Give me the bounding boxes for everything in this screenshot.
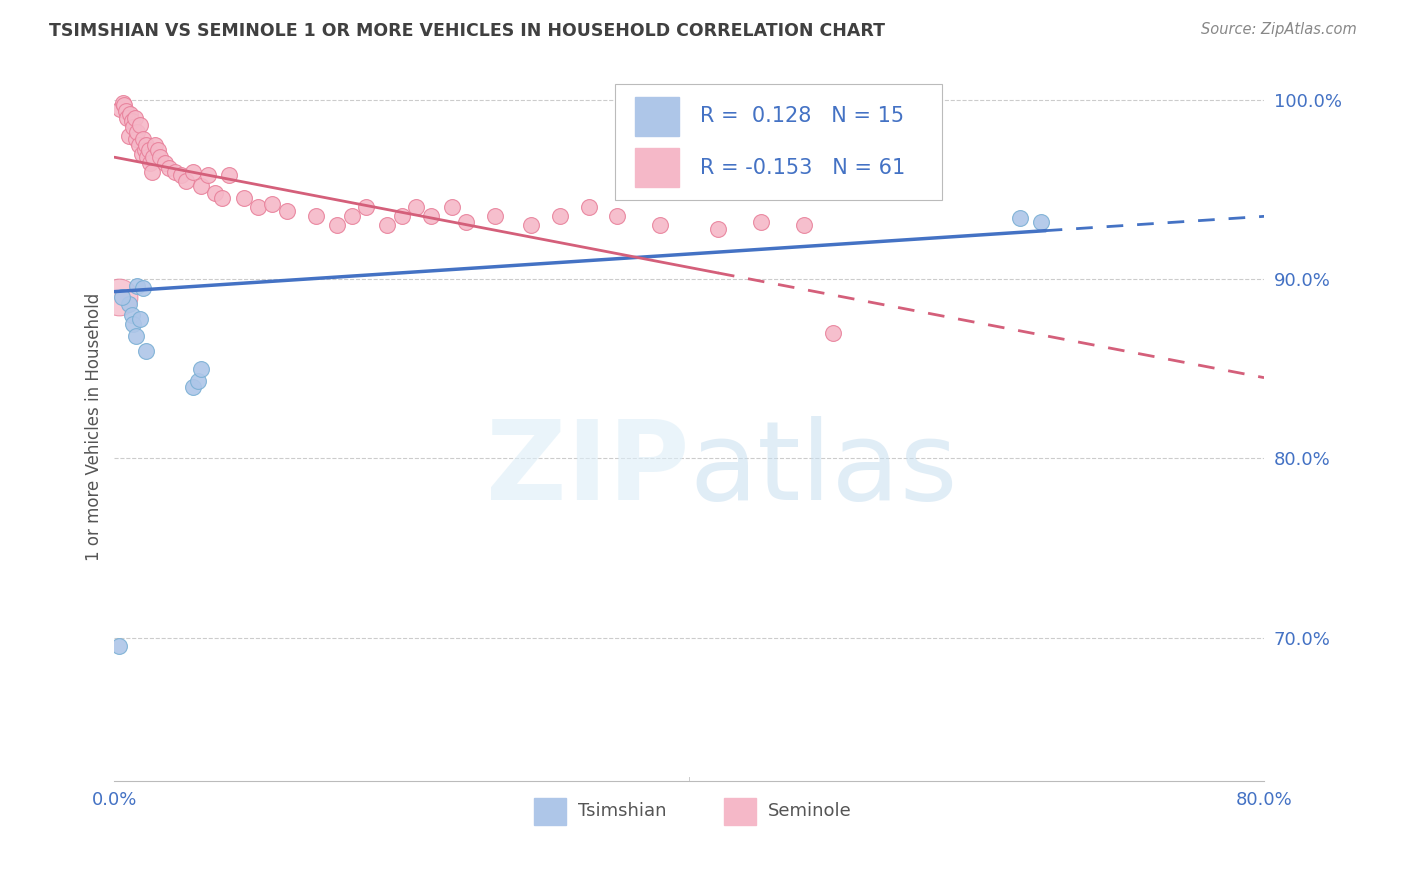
Point bbox=[132, 132, 155, 146]
Point bbox=[108, 102, 131, 116]
Point bbox=[117, 111, 139, 125]
Point bbox=[122, 317, 145, 331]
Point bbox=[149, 150, 172, 164]
Bar bbox=[636, 97, 679, 136]
Point bbox=[129, 311, 152, 326]
Point bbox=[211, 191, 233, 205]
Point bbox=[128, 137, 150, 152]
Point bbox=[190, 178, 212, 193]
Text: ZIP: ZIP bbox=[486, 416, 689, 523]
Point bbox=[143, 137, 166, 152]
Point bbox=[163, 164, 186, 178]
Y-axis label: 1 or more Vehicles in Household: 1 or more Vehicles in Household bbox=[86, 293, 103, 561]
Point bbox=[127, 279, 149, 293]
Point bbox=[134, 143, 156, 157]
Point bbox=[441, 201, 464, 215]
Point bbox=[707, 222, 730, 236]
Point bbox=[114, 98, 136, 112]
Point bbox=[650, 219, 672, 233]
Text: atlas: atlas bbox=[689, 416, 957, 523]
Point bbox=[405, 201, 427, 215]
Text: Tsimshian: Tsimshian bbox=[578, 802, 666, 821]
Point bbox=[135, 137, 157, 152]
Point bbox=[304, 210, 326, 224]
Point bbox=[112, 96, 135, 111]
Point bbox=[190, 361, 212, 376]
Point bbox=[377, 219, 399, 233]
Point bbox=[142, 150, 165, 164]
Point bbox=[1031, 215, 1053, 229]
Point bbox=[135, 343, 157, 358]
Point bbox=[187, 374, 209, 388]
Point bbox=[121, 308, 143, 322]
Point bbox=[520, 219, 543, 233]
Point bbox=[124, 111, 146, 125]
FancyBboxPatch shape bbox=[614, 84, 942, 201]
Point bbox=[122, 120, 145, 134]
Point bbox=[606, 210, 628, 224]
Point bbox=[107, 640, 129, 654]
Point bbox=[146, 143, 169, 157]
Point bbox=[129, 118, 152, 132]
Point bbox=[262, 196, 284, 211]
Point bbox=[578, 201, 600, 215]
Point bbox=[138, 143, 160, 157]
Point bbox=[276, 204, 298, 219]
Text: R =  0.128   N = 15: R = 0.128 N = 15 bbox=[700, 106, 904, 127]
Point bbox=[125, 132, 148, 146]
Point bbox=[183, 379, 205, 393]
Point bbox=[326, 219, 349, 233]
Text: Source: ZipAtlas.com: Source: ZipAtlas.com bbox=[1201, 22, 1357, 37]
Point bbox=[118, 297, 141, 311]
Point bbox=[821, 326, 844, 340]
Point bbox=[204, 186, 226, 200]
Point bbox=[131, 146, 153, 161]
Point bbox=[793, 219, 815, 233]
Point bbox=[120, 107, 142, 121]
Point bbox=[419, 210, 441, 224]
Text: TSIMSHIAN VS SEMINOLE 1 OR MORE VEHICLES IN HOUSEHOLD CORRELATION CHART: TSIMSHIAN VS SEMINOLE 1 OR MORE VEHICLES… bbox=[49, 22, 886, 40]
Point bbox=[153, 155, 176, 169]
Bar bbox=[534, 797, 567, 825]
Point bbox=[183, 164, 205, 178]
Point bbox=[548, 210, 571, 224]
Point bbox=[141, 164, 163, 178]
Point bbox=[136, 150, 159, 164]
Point bbox=[391, 210, 413, 224]
Point bbox=[218, 168, 240, 182]
Point bbox=[157, 161, 180, 175]
Point bbox=[232, 191, 254, 205]
Point bbox=[1008, 211, 1031, 226]
Point bbox=[247, 201, 270, 215]
Bar bbox=[724, 797, 756, 825]
Point bbox=[340, 210, 363, 224]
Point bbox=[169, 168, 191, 182]
Point bbox=[110, 290, 132, 304]
Point bbox=[125, 329, 148, 343]
Point bbox=[456, 215, 478, 229]
Point bbox=[174, 173, 197, 187]
Point bbox=[107, 290, 129, 304]
Point bbox=[132, 281, 155, 295]
Point bbox=[484, 210, 506, 224]
Point bbox=[118, 128, 141, 143]
Point bbox=[749, 215, 772, 229]
Text: Seminole: Seminole bbox=[768, 802, 851, 821]
Point bbox=[121, 114, 143, 128]
Point bbox=[115, 103, 138, 118]
Point bbox=[354, 201, 377, 215]
Bar bbox=[636, 148, 679, 187]
Text: R = -0.153   N = 61: R = -0.153 N = 61 bbox=[700, 158, 905, 178]
Point bbox=[127, 125, 149, 139]
Point bbox=[139, 155, 162, 169]
Point bbox=[197, 168, 219, 182]
